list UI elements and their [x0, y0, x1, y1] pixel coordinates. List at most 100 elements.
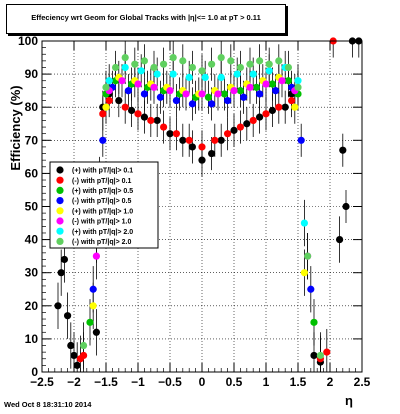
data-point	[211, 136, 219, 144]
data-point	[118, 77, 126, 85]
data-point	[140, 90, 148, 98]
data-point	[230, 126, 238, 134]
data-point	[217, 136, 225, 144]
legend: (+) with pT/|q|> 0.1 (-) with pT/|q|> 0.1…	[49, 161, 159, 249]
data-point	[67, 341, 75, 350]
data-point	[60, 255, 68, 264]
data-point	[220, 90, 228, 98]
data-point	[339, 146, 347, 154]
legend-entry: (-) with pT/|q|> 0.1	[72, 178, 131, 185]
data-point	[121, 63, 129, 72]
data-point	[137, 67, 145, 75]
data-point	[105, 77, 113, 85]
data-point	[268, 106, 276, 115]
data-point	[92, 252, 100, 260]
data-point	[102, 103, 110, 111]
legend-entry: (+) with pT/|q|> 2.0	[72, 229, 133, 236]
data-point	[310, 318, 318, 326]
data-point	[249, 116, 257, 125]
data-point	[188, 100, 196, 108]
data-point	[179, 136, 187, 144]
data-point	[188, 63, 196, 72]
data-point	[240, 93, 248, 101]
legend-marker	[56, 186, 64, 194]
x-tick-label: 1.5	[290, 375, 307, 389]
data-point	[256, 90, 264, 98]
data-point	[198, 143, 206, 151]
data-point	[230, 87, 238, 95]
data-point	[243, 120, 251, 128]
data-point	[291, 103, 299, 111]
timestamp: Wed Oct 8 18:31:10 2014	[4, 400, 92, 409]
legend-marker	[56, 217, 64, 225]
data-point	[80, 351, 88, 360]
data-point	[236, 63, 244, 72]
data-point	[310, 351, 318, 360]
data-point	[172, 96, 180, 105]
data-point	[208, 100, 216, 108]
x-tick-label: −1	[131, 375, 145, 389]
data-point	[275, 103, 283, 111]
chart-title: Effeciency wrt Geom for Global Tracks wi…	[31, 13, 261, 22]
data-point	[140, 113, 148, 121]
data-point	[198, 67, 206, 75]
legend-marker	[56, 227, 64, 235]
data-point	[294, 77, 302, 85]
data-point	[284, 77, 292, 85]
y-tick-label: 60	[25, 166, 39, 180]
data-point	[99, 110, 107, 118]
data-point	[227, 57, 235, 65]
data-point	[224, 96, 232, 105]
data-point	[265, 60, 273, 68]
data-point	[288, 96, 296, 105]
y-tick-label: 50	[25, 200, 39, 214]
data-point	[150, 63, 158, 72]
data-point	[147, 116, 155, 125]
legend-entry: (+) with pT/|q|> 0.1	[72, 168, 133, 175]
data-point	[284, 63, 292, 72]
data-point	[160, 60, 168, 68]
data-point	[281, 103, 289, 111]
data-point	[208, 149, 216, 158]
data-point	[198, 156, 206, 164]
data-point	[236, 87, 244, 95]
legend-entry: (-) with pT/|q|> 2.0	[72, 239, 131, 246]
data-point	[198, 90, 206, 98]
legend-marker	[56, 237, 64, 245]
data-point	[57, 269, 65, 277]
chart-title-box: Effeciency wrt Geom for Global Tracks wi…	[6, 4, 286, 34]
data-point	[268, 80, 276, 88]
data-point	[272, 87, 280, 95]
data-point	[131, 60, 139, 68]
data-point	[256, 57, 264, 65]
tick-labels: −2.5 −2 −1.5 −1 −0.5 0 0.5 1 1.5 2 2.5 0 10 20 30 40 50 6…	[18, 34, 371, 389]
data-point	[166, 130, 174, 138]
data-point	[265, 67, 273, 75]
data-point	[179, 57, 187, 65]
data-point	[169, 53, 177, 62]
legend-marker	[56, 176, 64, 184]
data-point	[70, 351, 78, 360]
x-tick-label: −1.5	[94, 375, 118, 389]
y-tick-label: 30	[25, 266, 39, 280]
data-point	[246, 60, 254, 68]
data-point	[256, 113, 264, 121]
x-axis-label: η	[345, 393, 353, 408]
data-point	[112, 63, 120, 72]
data-point	[208, 60, 216, 68]
data-point	[217, 53, 225, 62]
data-point	[262, 110, 270, 118]
x-tick-label: 0.5	[226, 375, 243, 389]
data-point	[128, 106, 136, 115]
data-point	[134, 80, 142, 88]
y-tick-label: 70	[25, 133, 39, 147]
data-point	[300, 269, 308, 277]
x-tick-label: −0.5	[158, 375, 182, 389]
data-point	[336, 236, 344, 244]
data-point	[166, 87, 174, 95]
data-point	[188, 143, 196, 151]
data-point	[185, 73, 193, 82]
data-point	[99, 136, 107, 144]
data-point	[307, 285, 315, 293]
data-point	[204, 93, 212, 101]
